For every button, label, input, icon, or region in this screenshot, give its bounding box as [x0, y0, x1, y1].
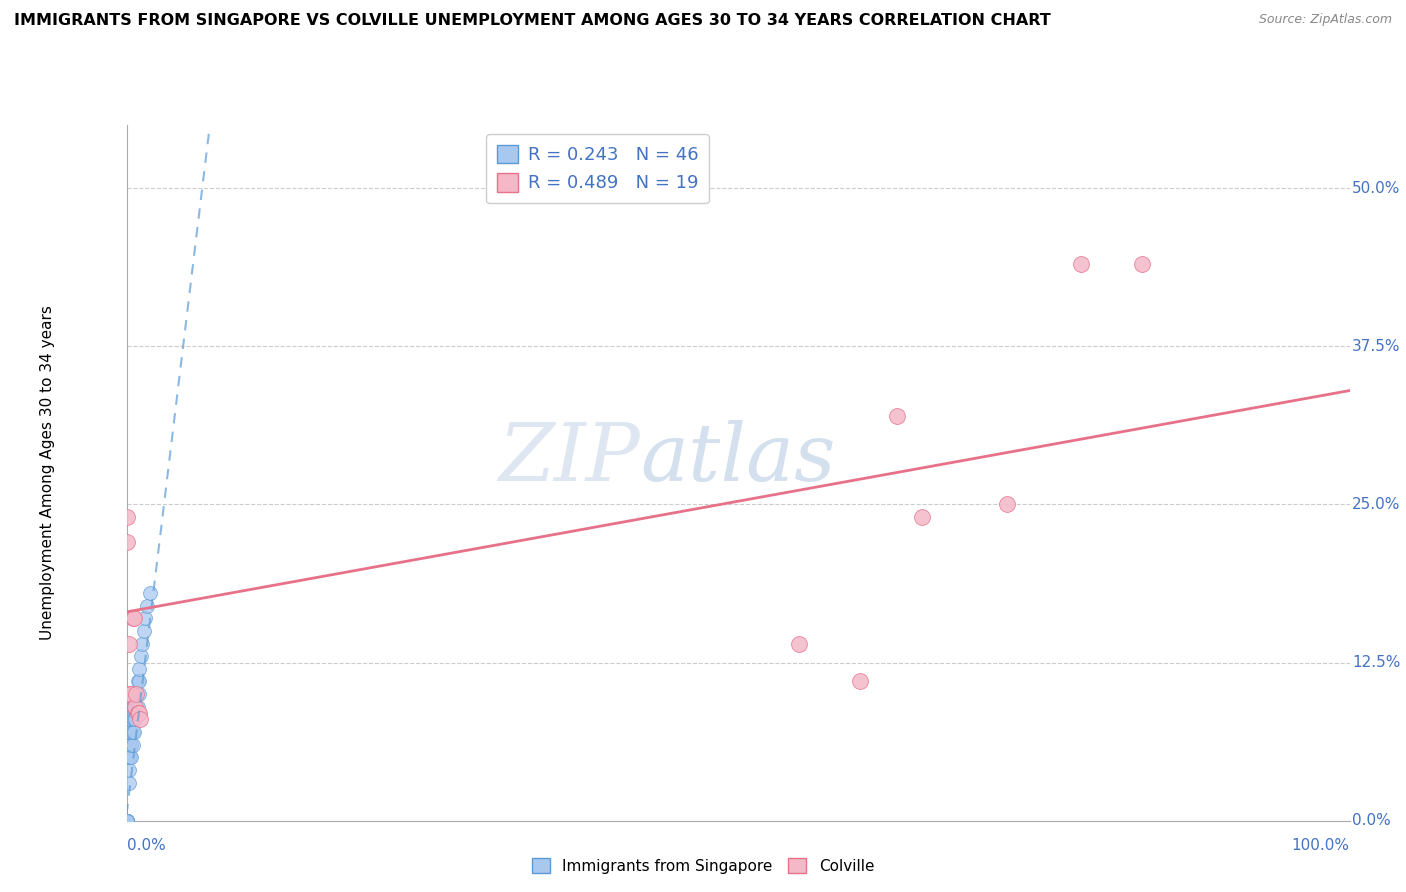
Point [124, 713, 146, 727]
Point [124, 687, 146, 701]
Point [120, 738, 142, 752]
Point [121, 611, 143, 625]
Point [115, 814, 138, 828]
Point [115, 510, 138, 524]
Point [120, 687, 142, 701]
Point [124, 699, 146, 714]
Text: atlas: atlas [640, 420, 835, 498]
Point [115, 814, 138, 828]
Text: ZIP: ZIP [499, 420, 640, 498]
Point [115, 814, 138, 828]
Point [115, 814, 138, 828]
Point [115, 814, 138, 828]
Point [115, 814, 138, 828]
Point [1130, 257, 1153, 271]
Point [121, 699, 143, 714]
Point [122, 699, 145, 714]
Point [121, 687, 143, 701]
Point [120, 725, 142, 739]
Point [125, 699, 148, 714]
Point [127, 674, 149, 689]
Point [787, 636, 810, 650]
Point [886, 409, 908, 423]
Point [132, 624, 155, 638]
Legend: R = 0.243   N = 46, R = 0.489   N = 19: R = 0.243 N = 46, R = 0.489 N = 19 [486, 134, 709, 203]
Point [129, 713, 152, 727]
Point [129, 649, 152, 664]
Point [122, 725, 145, 739]
Point [115, 535, 138, 549]
Point [128, 674, 150, 689]
Point [121, 713, 143, 727]
Point [139, 586, 162, 600]
Point [122, 611, 145, 625]
Point [134, 611, 156, 625]
Point [120, 713, 142, 727]
Point [121, 725, 143, 739]
Point [1070, 257, 1092, 271]
Point [120, 738, 142, 752]
Point [124, 699, 146, 714]
Point [115, 814, 138, 828]
Text: IMMIGRANTS FROM SINGAPORE VS COLVILLE UNEMPLOYMENT AMONG AGES 30 TO 34 YEARS COR: IMMIGRANTS FROM SINGAPORE VS COLVILLE UN… [14, 13, 1050, 29]
Text: 25.0%: 25.0% [1353, 497, 1400, 512]
Point [115, 814, 138, 828]
Point [122, 713, 145, 727]
Point [118, 775, 141, 789]
Point [120, 750, 142, 764]
Point [115, 814, 138, 828]
Text: 37.5%: 37.5% [1353, 339, 1400, 354]
Point [128, 662, 150, 676]
Point [115, 814, 138, 828]
Point [128, 706, 150, 720]
Text: Unemployment Among Ages 30 to 34 years: Unemployment Among Ages 30 to 34 years [39, 305, 55, 640]
Point [131, 636, 153, 650]
Point [118, 750, 141, 764]
Point [118, 763, 141, 777]
Point [995, 497, 1018, 511]
Text: 0.0%: 0.0% [1353, 814, 1391, 828]
Point [125, 687, 148, 701]
Text: 0.0%: 0.0% [127, 838, 166, 853]
Point [125, 687, 148, 701]
Point [120, 750, 142, 764]
Point [136, 599, 159, 613]
Point [120, 687, 142, 701]
Point [120, 725, 142, 739]
Point [849, 674, 872, 689]
Point [127, 699, 149, 714]
Text: 50.0%: 50.0% [1353, 181, 1400, 195]
Point [911, 510, 934, 524]
Point [128, 687, 150, 701]
Point [115, 814, 138, 828]
Point [121, 738, 143, 752]
Point [115, 814, 138, 828]
Point [127, 706, 149, 720]
Legend: Immigrants from Singapore, Colville: Immigrants from Singapore, Colville [526, 852, 880, 880]
Text: 12.5%: 12.5% [1353, 655, 1400, 670]
Point [118, 636, 141, 650]
Text: 100.0%: 100.0% [1292, 838, 1350, 853]
Text: Source: ZipAtlas.com: Source: ZipAtlas.com [1258, 13, 1392, 27]
